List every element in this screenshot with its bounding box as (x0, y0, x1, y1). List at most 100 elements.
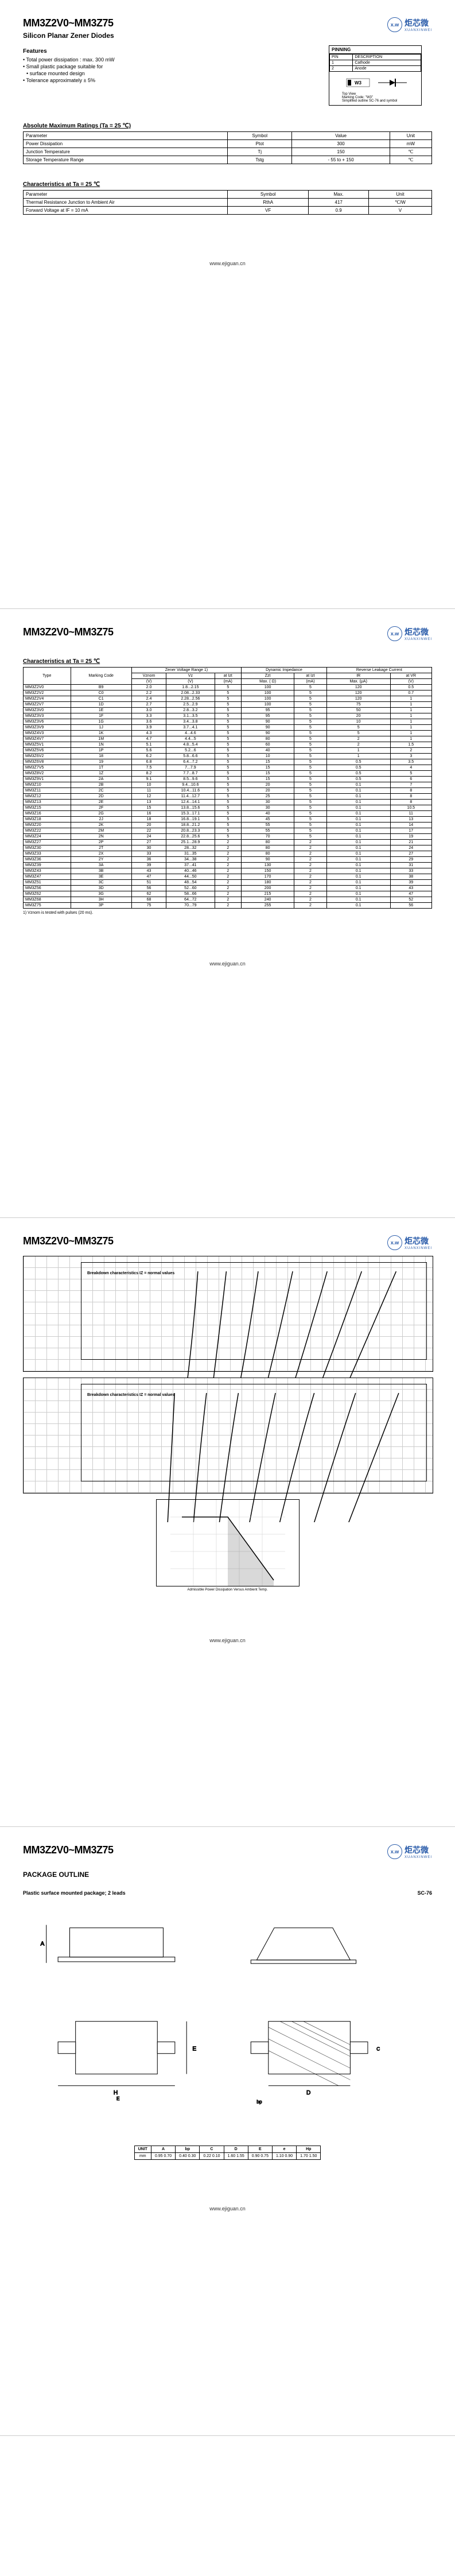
c: 3.9 (131, 725, 166, 731)
c: 51 (131, 880, 166, 886)
c: 1 (326, 748, 390, 754)
c: 1 (390, 719, 431, 725)
c: 6.2 (131, 754, 166, 759)
c: 5 (215, 736, 242, 742)
c: 90 (242, 857, 294, 863)
c: 3.6 (131, 719, 166, 725)
c: 5 (326, 731, 390, 736)
c: 13 (131, 800, 166, 805)
h: (V) (390, 679, 431, 685)
h: Unit (390, 132, 431, 140)
brand-sub: XUANXINWEI (405, 1856, 432, 1859)
c: 36 (131, 857, 166, 863)
c: 80 (242, 851, 294, 857)
c: 5 (215, 771, 242, 777)
c: 1N (71, 742, 131, 748)
h: (V) (166, 679, 215, 685)
c: 5 (294, 702, 327, 708)
c: Thermal Resistance Junction to Ambient A… (24, 199, 228, 207)
c: 170 (242, 874, 294, 880)
h: Vz (166, 673, 215, 679)
pkg-code: SC-76 (417, 1890, 432, 1896)
brand-logo: x.w 炬芯微XUANXINWEI (387, 1235, 432, 1250)
c: 24 (131, 834, 166, 840)
c: 0.9 (309, 207, 368, 215)
c: 12 (131, 794, 166, 800)
power-dissipation-graph: Admissible Power Dissipation Versus Ambi… (156, 1499, 300, 1592)
c: 5 (294, 805, 327, 811)
c: 2 (326, 742, 390, 748)
pinning-table: PINDESCRIPTION 1Cathode 2Anode (329, 54, 421, 72)
c: MM3Z3V9 (24, 725, 71, 731)
c: MM3Z20 (24, 823, 71, 828)
c: MM3Z12 (24, 794, 71, 800)
c: 2Y (71, 857, 131, 863)
c: 5.1 (131, 742, 166, 748)
c: 215 (242, 891, 294, 897)
c: 0.1 (326, 834, 390, 840)
c: 3B (71, 868, 131, 874)
brand-name: 炬芯微 (405, 626, 432, 638)
c: 2P (71, 840, 131, 845)
h: Max. (μA) (326, 679, 390, 685)
c: 10 (131, 782, 166, 788)
c: 19 (390, 834, 431, 840)
c: 5 (215, 708, 242, 713)
c: 30 (131, 845, 166, 851)
h: Max. (309, 191, 368, 199)
c: 0.1 (326, 874, 390, 880)
c: 34...38 (166, 857, 215, 863)
c: 120 (326, 690, 390, 696)
c: 16.8...19.1 (166, 817, 215, 823)
c: 2 (294, 840, 327, 845)
c: 3.1...3.5 (166, 713, 215, 719)
graph-title: Admissible Power Dissipation Versus Ambi… (156, 1588, 300, 1592)
c: 29 (390, 857, 431, 863)
c: 5 (294, 725, 327, 731)
c: 20 (131, 823, 166, 828)
brand-logo: x.w 炬芯微 XUANXINWEI (387, 17, 432, 32)
c: 0.1 (326, 782, 390, 788)
c: MM3Z75 (24, 903, 71, 909)
c: MM3Z33 (24, 851, 71, 857)
svg-text:C: C (376, 2047, 380, 2052)
c: 417 (309, 199, 368, 207)
c: 2 (215, 880, 242, 886)
outline-note: Simplified outline SC-76 and symbol (332, 99, 419, 103)
pkg-desc: Plastic surface mounted package; 2 leads (23, 1890, 126, 1896)
c: 1 (390, 725, 431, 731)
c: MM3Z5V1 (24, 742, 71, 748)
c: 2 (390, 748, 431, 754)
c: MM3Z24 (24, 834, 71, 840)
h: Parameter (24, 132, 228, 140)
c: 0.5 (326, 765, 390, 771)
c: 2B (71, 782, 131, 788)
c: 5 (215, 731, 242, 736)
c: MM3Z43 (24, 868, 71, 874)
footer: www.ejiguan.cn (23, 2206, 432, 2212)
c: 31...35 (166, 851, 215, 857)
c: 0.1 (326, 891, 390, 897)
c: 10.5 (390, 805, 431, 811)
c: 255 (242, 903, 294, 909)
c: MM3Z11 (24, 788, 71, 794)
c: 5 (294, 782, 327, 788)
svg-text:A: A (41, 1941, 45, 1947)
c: 5 (294, 748, 327, 754)
c: 3C (71, 880, 131, 886)
c: 5 (294, 823, 327, 828)
h: Zener Voltage Range 1) (131, 668, 241, 673)
logo-icon: x.w (387, 626, 402, 641)
c: 100 (242, 685, 294, 690)
c: 2X (71, 851, 131, 857)
c: 0.5 (326, 771, 390, 777)
c: 0.1 (326, 863, 390, 868)
c: MM3Z9V1 (24, 777, 71, 782)
c: 0.7 (390, 690, 431, 696)
c: 0.1 (326, 868, 390, 874)
c: 100 (242, 690, 294, 696)
part-range: MM3Z2V0~MM3Z75 (23, 1235, 114, 1247)
c: MM3Z56 (24, 886, 71, 891)
c: 2 (215, 874, 242, 880)
c: 1 (390, 708, 431, 713)
